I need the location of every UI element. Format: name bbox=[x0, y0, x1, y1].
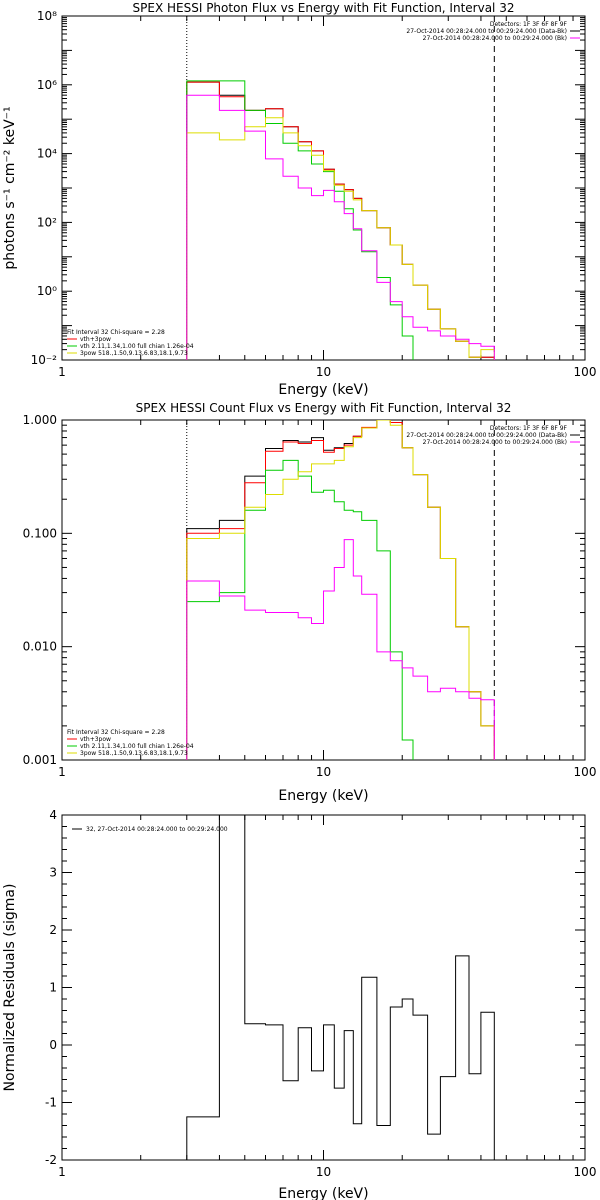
x-tick-label: 10 bbox=[316, 365, 331, 379]
series-line bbox=[186, 420, 495, 760]
y-tick-label: 10⁸ bbox=[37, 9, 57, 23]
x-tick-label: 1 bbox=[58, 1165, 66, 1179]
photon-flux-panel: SPEX HESSI Photon Flux vs Energy with Fi… bbox=[2, 1, 596, 398]
chart-title: SPEX HESSI Photon Flux vs Energy with Fi… bbox=[133, 1, 515, 15]
legend-entry: vth 2.11,1.34,1.00 full chian 1.26e-04 bbox=[80, 743, 194, 750]
legend-entry: 27-Oct-2014 00:28:24.000 to 00:29:24.000… bbox=[406, 432, 567, 439]
legend-entry: Detectors: 1F 3F 6F 8F 9F bbox=[490, 21, 568, 28]
plot-frame bbox=[61, 419, 586, 761]
y-tick-label: 10⁴ bbox=[37, 147, 57, 161]
legend-entry: vth+3pow bbox=[80, 336, 111, 343]
series-line bbox=[186, 80, 414, 360]
x-tick-label: 1 bbox=[58, 365, 66, 379]
y-axis-label: photons s⁻¹ cm⁻² keV⁻¹ bbox=[2, 106, 18, 269]
legend-entry: 32, 27-Oct-2014 00:28:24.000 to 00:29:24… bbox=[86, 826, 228, 833]
series-line bbox=[186, 117, 495, 360]
residuals-panel: 1 10 100 -2 -1 0 1 2 3 4 Energy (keV) Normalized Re… bbox=[2, 808, 596, 1200]
plot-frame bbox=[61, 814, 586, 1161]
y-tick-label: 3 bbox=[49, 866, 57, 880]
y-tick-label: 10⁰ bbox=[37, 284, 57, 298]
legend-entry: 3pow 518.,1.50,9.13,6.83,18.1,9.73 bbox=[80, 750, 188, 757]
legend-entry: Fit Interval 32 Chi-square = 2.28 bbox=[67, 329, 165, 336]
y-tick-label: 10⁶ bbox=[37, 78, 57, 92]
x-tick-label: 1 bbox=[58, 765, 66, 779]
x-axis-label: Energy (keV) bbox=[278, 1186, 368, 1200]
series-line bbox=[186, 459, 414, 760]
series-line bbox=[186, 420, 495, 760]
x-axis-label: Energy (keV) bbox=[278, 382, 368, 398]
x-tick-label: 10 bbox=[316, 1165, 331, 1179]
legend-entry: vth 2.11,1.34,1.00 full chian 1.26e-04 bbox=[80, 343, 194, 350]
y-axis-label: Normalized Residuals (sigma) bbox=[2, 884, 18, 1092]
legend-entry: 27-Oct-2014 00:28:24.000 to 00:29:24.000… bbox=[423, 35, 567, 42]
y-tick-label: 0.010 bbox=[23, 640, 57, 654]
plot-frame bbox=[61, 15, 586, 361]
y-tick-label: 0.100 bbox=[23, 526, 57, 540]
count-flux-panel: SPEX HESSI Count Flux vs Energy with Fit… bbox=[23, 401, 597, 804]
x-tick-label: 100 bbox=[574, 365, 597, 379]
series-line bbox=[186, 539, 495, 760]
legend-entry: vth+3pow bbox=[80, 736, 111, 743]
y-tick-label: 0 bbox=[49, 1038, 57, 1052]
legend-entry: Fit Interval 32 Chi-square = 2.28 bbox=[67, 729, 165, 736]
series-line bbox=[186, 815, 495, 1160]
y-tick-label: 0.001 bbox=[23, 753, 57, 767]
series-line bbox=[186, 420, 495, 760]
y-tick-label: 1 bbox=[49, 981, 57, 995]
y-tick-label: -2 bbox=[45, 1153, 57, 1167]
y-tick-label: 1.000 bbox=[23, 413, 57, 427]
y-tick-label: 10⁻² bbox=[31, 353, 58, 367]
y-tick-label: 2 bbox=[49, 923, 57, 937]
series-line bbox=[186, 81, 495, 360]
legend-entry: 27-Oct-2014 00:28:24.000 to 00:29:24.000… bbox=[423, 439, 567, 446]
y-tick-label: 4 bbox=[49, 808, 57, 822]
x-tick-label: 10 bbox=[316, 765, 331, 779]
x-tick-label: 100 bbox=[574, 765, 597, 779]
legend-entry: Detectors: 1F 3F 6F 8F 9F bbox=[490, 425, 568, 432]
x-axis-label: Energy (keV) bbox=[278, 788, 368, 804]
y-tick-label: -1 bbox=[45, 1096, 57, 1110]
legend-entry: 27-Oct-2014 00:28:24.000 to 00:29:24.000… bbox=[406, 28, 567, 35]
series-line bbox=[186, 94, 495, 360]
series-line bbox=[186, 81, 495, 360]
legend-entry: 3pow 518.,1.50,9.13,6.83,18.1,9.73 bbox=[80, 350, 188, 357]
y-tick-label: 10² bbox=[37, 215, 57, 229]
x-tick-label: 100 bbox=[574, 1165, 597, 1179]
chart-title: SPEX HESSI Count Flux vs Energy with Fit… bbox=[136, 401, 512, 415]
